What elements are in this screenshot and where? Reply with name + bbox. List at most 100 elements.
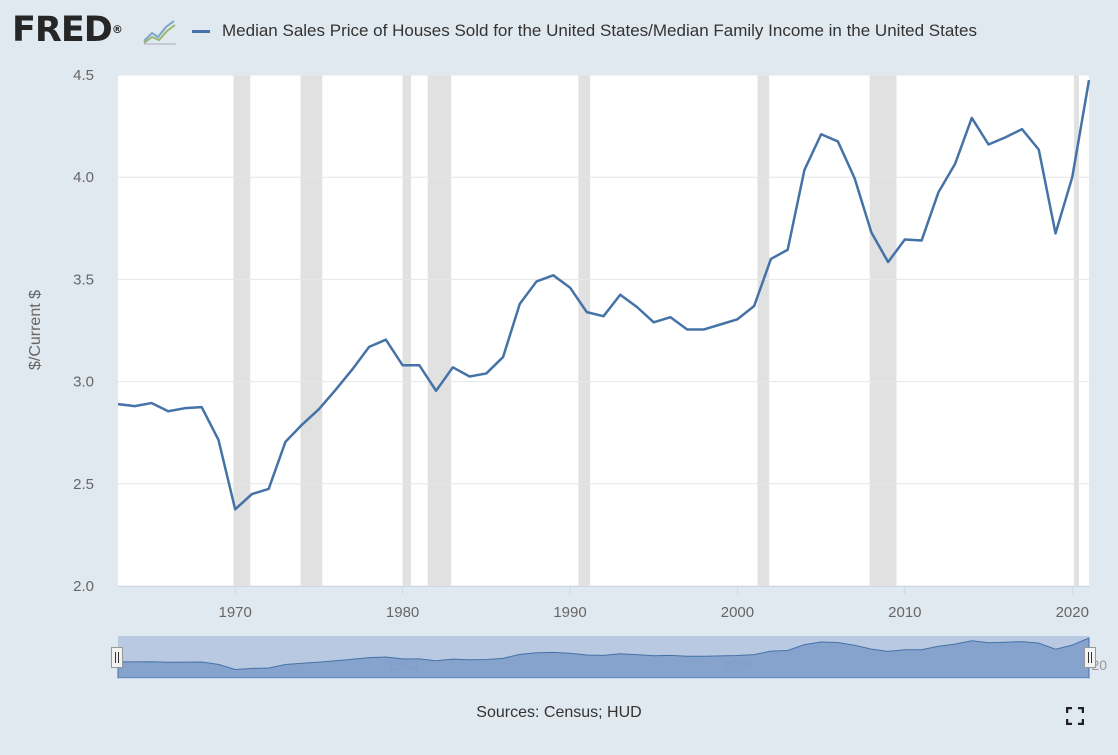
data-point[interactable] [499,353,507,361]
data-point[interactable] [817,130,825,138]
legend-swatch [192,29,210,33]
data-point[interactable] [214,436,222,444]
data-point[interactable] [348,365,356,373]
recession-band-2 [402,75,411,586]
data-point[interactable] [1018,125,1026,133]
data-point[interactable] [382,336,390,344]
data-point[interactable] [466,372,474,380]
y-tick-label: 4.5 [73,67,94,84]
data-point[interactable] [298,421,306,429]
chart-header: FRED® Median Sales Price of Houses Sold … [0,0,1118,62]
logo-wordmark: FRED [12,10,113,50]
y-axis-label: $/Current $ [27,290,44,370]
data-point[interactable] [449,363,457,371]
data-point[interactable] [767,255,775,263]
data-point[interactable] [198,403,206,411]
x-tick-label: 1990 [553,604,586,621]
y-tick-label: 3.0 [73,374,94,391]
data-point[interactable] [265,485,273,493]
data-point[interactable] [934,189,942,197]
data-point[interactable] [750,302,758,310]
data-point[interactable] [1068,173,1076,181]
y-tick-label: 3.5 [73,271,94,288]
data-point[interactable] [683,325,691,333]
data-point[interactable] [432,387,440,395]
data-point[interactable] [867,228,875,236]
x-tick-label: 2000 [721,604,754,621]
data-point[interactable] [181,404,189,412]
line-chart-icon [142,15,178,45]
registered-mark: ® [111,23,123,36]
data-point[interactable] [365,343,373,351]
recession-band-7 [1073,75,1079,586]
data-point[interactable] [1052,229,1060,237]
recession-band-5 [757,75,770,586]
data-point[interactable] [114,400,122,408]
navigator[interactable]: 1980200020 [111,636,1108,679]
plot-area [118,75,1089,586]
legend: Median Sales Price of Houses Sold for th… [192,18,977,44]
data-point[interactable] [600,312,608,320]
y-axis-ticks: 2.0 2.5 3.0 3.5 4.0 4.5 [73,67,94,595]
data-point[interactable] [851,174,859,182]
recession-band-4 [578,75,591,586]
data-point[interactable] [884,258,892,266]
data-point[interactable] [650,318,658,326]
x-tick-label: 2010 [888,604,921,621]
data-point[interactable] [800,166,808,174]
data-point[interactable] [549,271,557,279]
series-line-0[interactable] [117,79,1091,511]
navigator-handle-left[interactable] [111,647,123,668]
data-point[interactable] [633,303,641,311]
series-layer [114,76,1093,513]
data-point[interactable] [332,386,340,394]
data-point[interactable] [784,246,792,254]
data-point[interactable] [1001,133,1009,141]
x-tick-label: 1980 [386,604,419,621]
data-point[interactable] [717,320,725,328]
chart: 2.0 2.5 3.0 3.5 4.0 4.5 1970 1980 1990 2000 2010 2… [27,67,1108,679]
data-point[interactable] [399,361,407,369]
data-point[interactable] [164,407,172,415]
legend-series-name[interactable]: Median Sales Price of Houses Sold for th… [222,21,977,40]
recession-shading [233,75,1079,586]
navigator-handle-right[interactable] [1084,647,1096,668]
data-point[interactable] [482,369,490,377]
data-point[interactable] [147,399,155,407]
x-tick-label: 2020 [1056,604,1089,621]
fullscreen-icon[interactable] [1066,707,1084,725]
data-point[interactable] [533,277,541,285]
y-tick-label: 2.0 [73,578,94,595]
data-point[interactable] [616,291,624,299]
data-point[interactable] [968,114,976,122]
data-point[interactable] [415,361,423,369]
y-tick-label: 2.5 [73,476,94,493]
recession-band-6 [869,75,897,586]
data-point[interactable] [315,405,323,413]
data-point[interactable] [733,315,741,323]
data-point[interactable] [1035,146,1043,154]
data-point[interactable] [1085,76,1093,84]
data-point[interactable] [700,325,708,333]
data-point[interactable] [834,137,842,145]
recession-band-1 [300,75,323,586]
data-point[interactable] [951,160,959,168]
recession-band-0 [233,75,251,586]
data-point[interactable] [131,402,139,410]
data-point[interactable] [566,284,574,292]
data-point[interactable] [583,308,591,316]
data-point[interactable] [901,236,909,244]
recession-band-3 [427,75,452,586]
data-point[interactable] [666,313,674,321]
fred-logo[interactable]: FRED® [12,10,123,50]
data-point[interactable] [918,237,926,245]
data-point[interactable] [516,300,524,308]
data-point[interactable] [281,438,289,446]
navigator-series-area [117,637,1090,679]
data-point[interactable] [248,490,256,498]
data-point[interactable] [231,505,239,513]
x-tick-label: 1970 [219,604,252,621]
sources-note: Sources: Census; HUD [476,704,642,721]
x-axis-ticks: 1970 1980 1990 2000 2010 2020 [118,586,1089,621]
data-point[interactable] [985,140,993,148]
